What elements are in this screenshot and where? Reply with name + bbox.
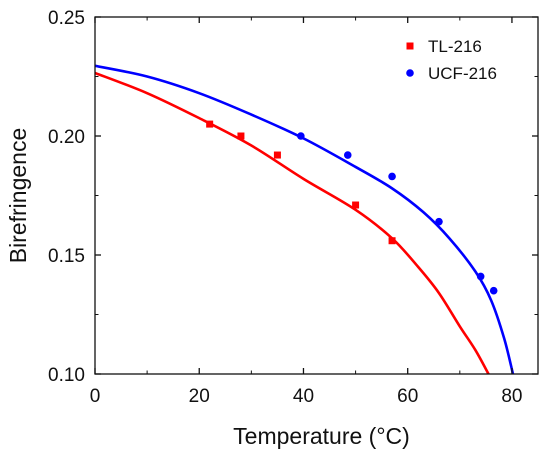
y-tick-label: 0.10 bbox=[48, 365, 85, 386]
data-point-tl-216 bbox=[352, 201, 360, 209]
legend-marker-ucf-216 bbox=[406, 69, 414, 77]
fit-curve-ucf-216 bbox=[95, 64, 515, 374]
data-point-ucf-216 bbox=[435, 217, 443, 226]
data-point-tl-216 bbox=[388, 237, 396, 245]
data-point-ucf-216 bbox=[343, 151, 352, 159]
axes-layer: 0 20 40 60 80 0.10 0.15 0.20 0.25 Temperature (°C… bbox=[5, 8, 539, 449]
data-point-tl-216 bbox=[273, 151, 281, 159]
y-axis-label: Birefringence bbox=[5, 128, 31, 264]
x-tick-label: 20 bbox=[189, 386, 210, 407]
data-point-ucf-216 bbox=[297, 132, 305, 140]
data-point-ucf-216 bbox=[476, 272, 485, 281]
y-tick-label: 0.25 bbox=[48, 8, 85, 29]
data-point-ucf-216 bbox=[489, 286, 498, 295]
y-tick-label: 0.15 bbox=[48, 246, 85, 267]
data-point-tl-216 bbox=[206, 120, 214, 128]
x-axis-label: Temperature (°C) bbox=[233, 423, 410, 449]
x-tick-label: 80 bbox=[501, 386, 522, 407]
data-point-tl-216 bbox=[237, 132, 245, 140]
x-tick-label: 0 bbox=[90, 386, 101, 407]
x-tick-label: 60 bbox=[397, 386, 418, 407]
y-tick-label: 0.20 bbox=[48, 127, 85, 148]
legend-label-tl-216: TL-216 bbox=[428, 37, 482, 56]
data-point-ucf-216 bbox=[388, 172, 396, 181]
points-layer bbox=[206, 120, 498, 295]
legend-marker-tl-216 bbox=[406, 42, 414, 50]
curves-layer bbox=[95, 64, 515, 374]
x-tick-label: 40 bbox=[293, 386, 314, 407]
legend-label-ucf-216: UCF-216 bbox=[428, 64, 497, 83]
legend: TL-216 UCF-216 bbox=[406, 37, 497, 83]
fit-curve-tl-216 bbox=[95, 71, 490, 374]
